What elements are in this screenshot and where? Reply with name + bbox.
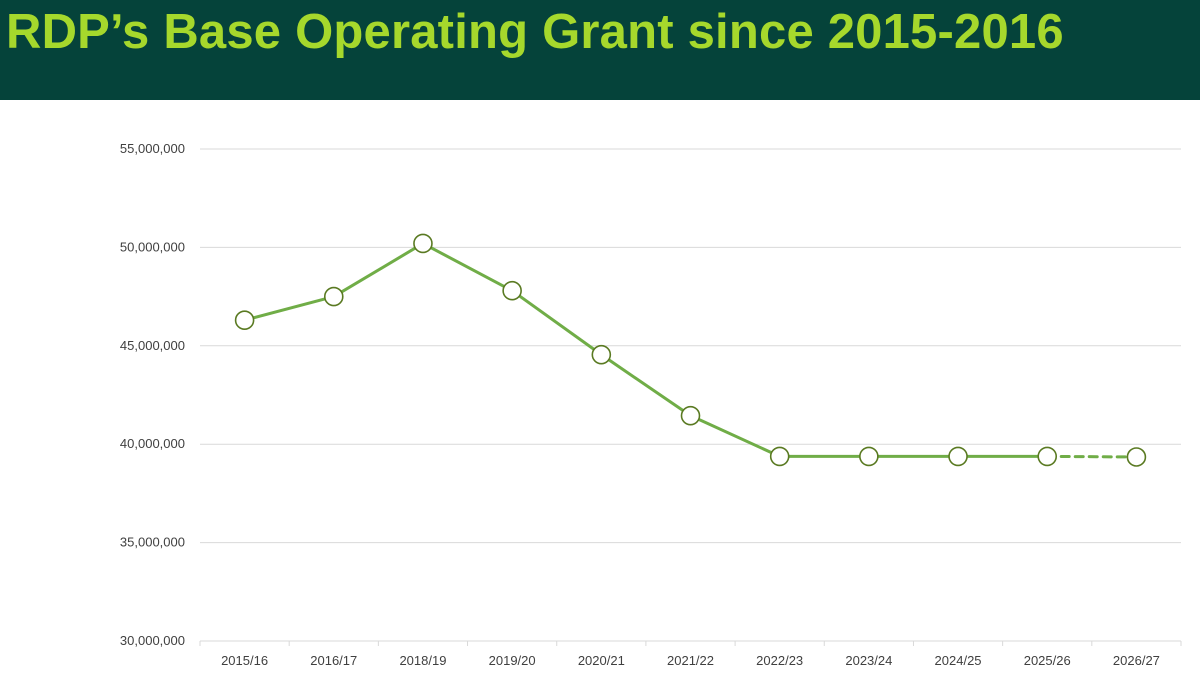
series-line-segment bbox=[689, 414, 782, 458]
data-point-marker bbox=[591, 344, 612, 365]
x-tick-label: 2020/21 bbox=[578, 653, 625, 668]
y-tick-label: 40,000,000 bbox=[120, 436, 185, 451]
y-tick-label: 55,000,000 bbox=[120, 141, 185, 156]
y-tick-label: 45,000,000 bbox=[120, 338, 185, 353]
x-tick-label: 2026/27 bbox=[1113, 653, 1160, 668]
series-line-segment bbox=[510, 289, 603, 357]
data-point-marker bbox=[769, 446, 790, 467]
series-line-segment bbox=[421, 241, 514, 293]
data-point-marker bbox=[948, 446, 968, 467]
data-point-marker bbox=[859, 446, 879, 467]
x-tick-label: 2022/23 bbox=[756, 653, 803, 668]
data-point-marker bbox=[323, 286, 344, 307]
x-tick-label: 2016/17 bbox=[310, 653, 357, 668]
y-tick-label: 35,000,000 bbox=[120, 535, 185, 550]
x-tick-label: 2021/22 bbox=[667, 653, 714, 668]
x-tick-label: 2023/24 bbox=[845, 653, 892, 668]
header-banner: RDP’s Base Operating Grant since 2015-20… bbox=[0, 0, 1200, 100]
data-point-marker bbox=[234, 310, 255, 331]
series-line-segment bbox=[332, 241, 425, 299]
y-tick-label: 30,000,000 bbox=[120, 633, 185, 648]
y-tick-label: 50,000,000 bbox=[120, 239, 185, 254]
series-line-segment bbox=[243, 295, 336, 322]
x-tick-label: 2025/26 bbox=[1024, 653, 1071, 668]
series-line-segment bbox=[1045, 454, 1138, 459]
data-point-marker bbox=[1037, 446, 1058, 467]
series-line-segment bbox=[599, 353, 692, 418]
page-title: RDP’s Base Operating Grant since 2015-20… bbox=[6, 5, 1064, 59]
data-point-marker bbox=[502, 280, 522, 301]
x-tick-label: 2024/25 bbox=[935, 653, 982, 668]
x-tick-label: 2018/19 bbox=[399, 653, 446, 668]
data-point-marker bbox=[680, 405, 701, 426]
x-tick-label: 2015/16 bbox=[221, 653, 268, 668]
data-point-marker bbox=[1126, 447, 1147, 467]
data-point-marker bbox=[413, 233, 433, 254]
x-tick-label: 2019/20 bbox=[489, 653, 536, 668]
